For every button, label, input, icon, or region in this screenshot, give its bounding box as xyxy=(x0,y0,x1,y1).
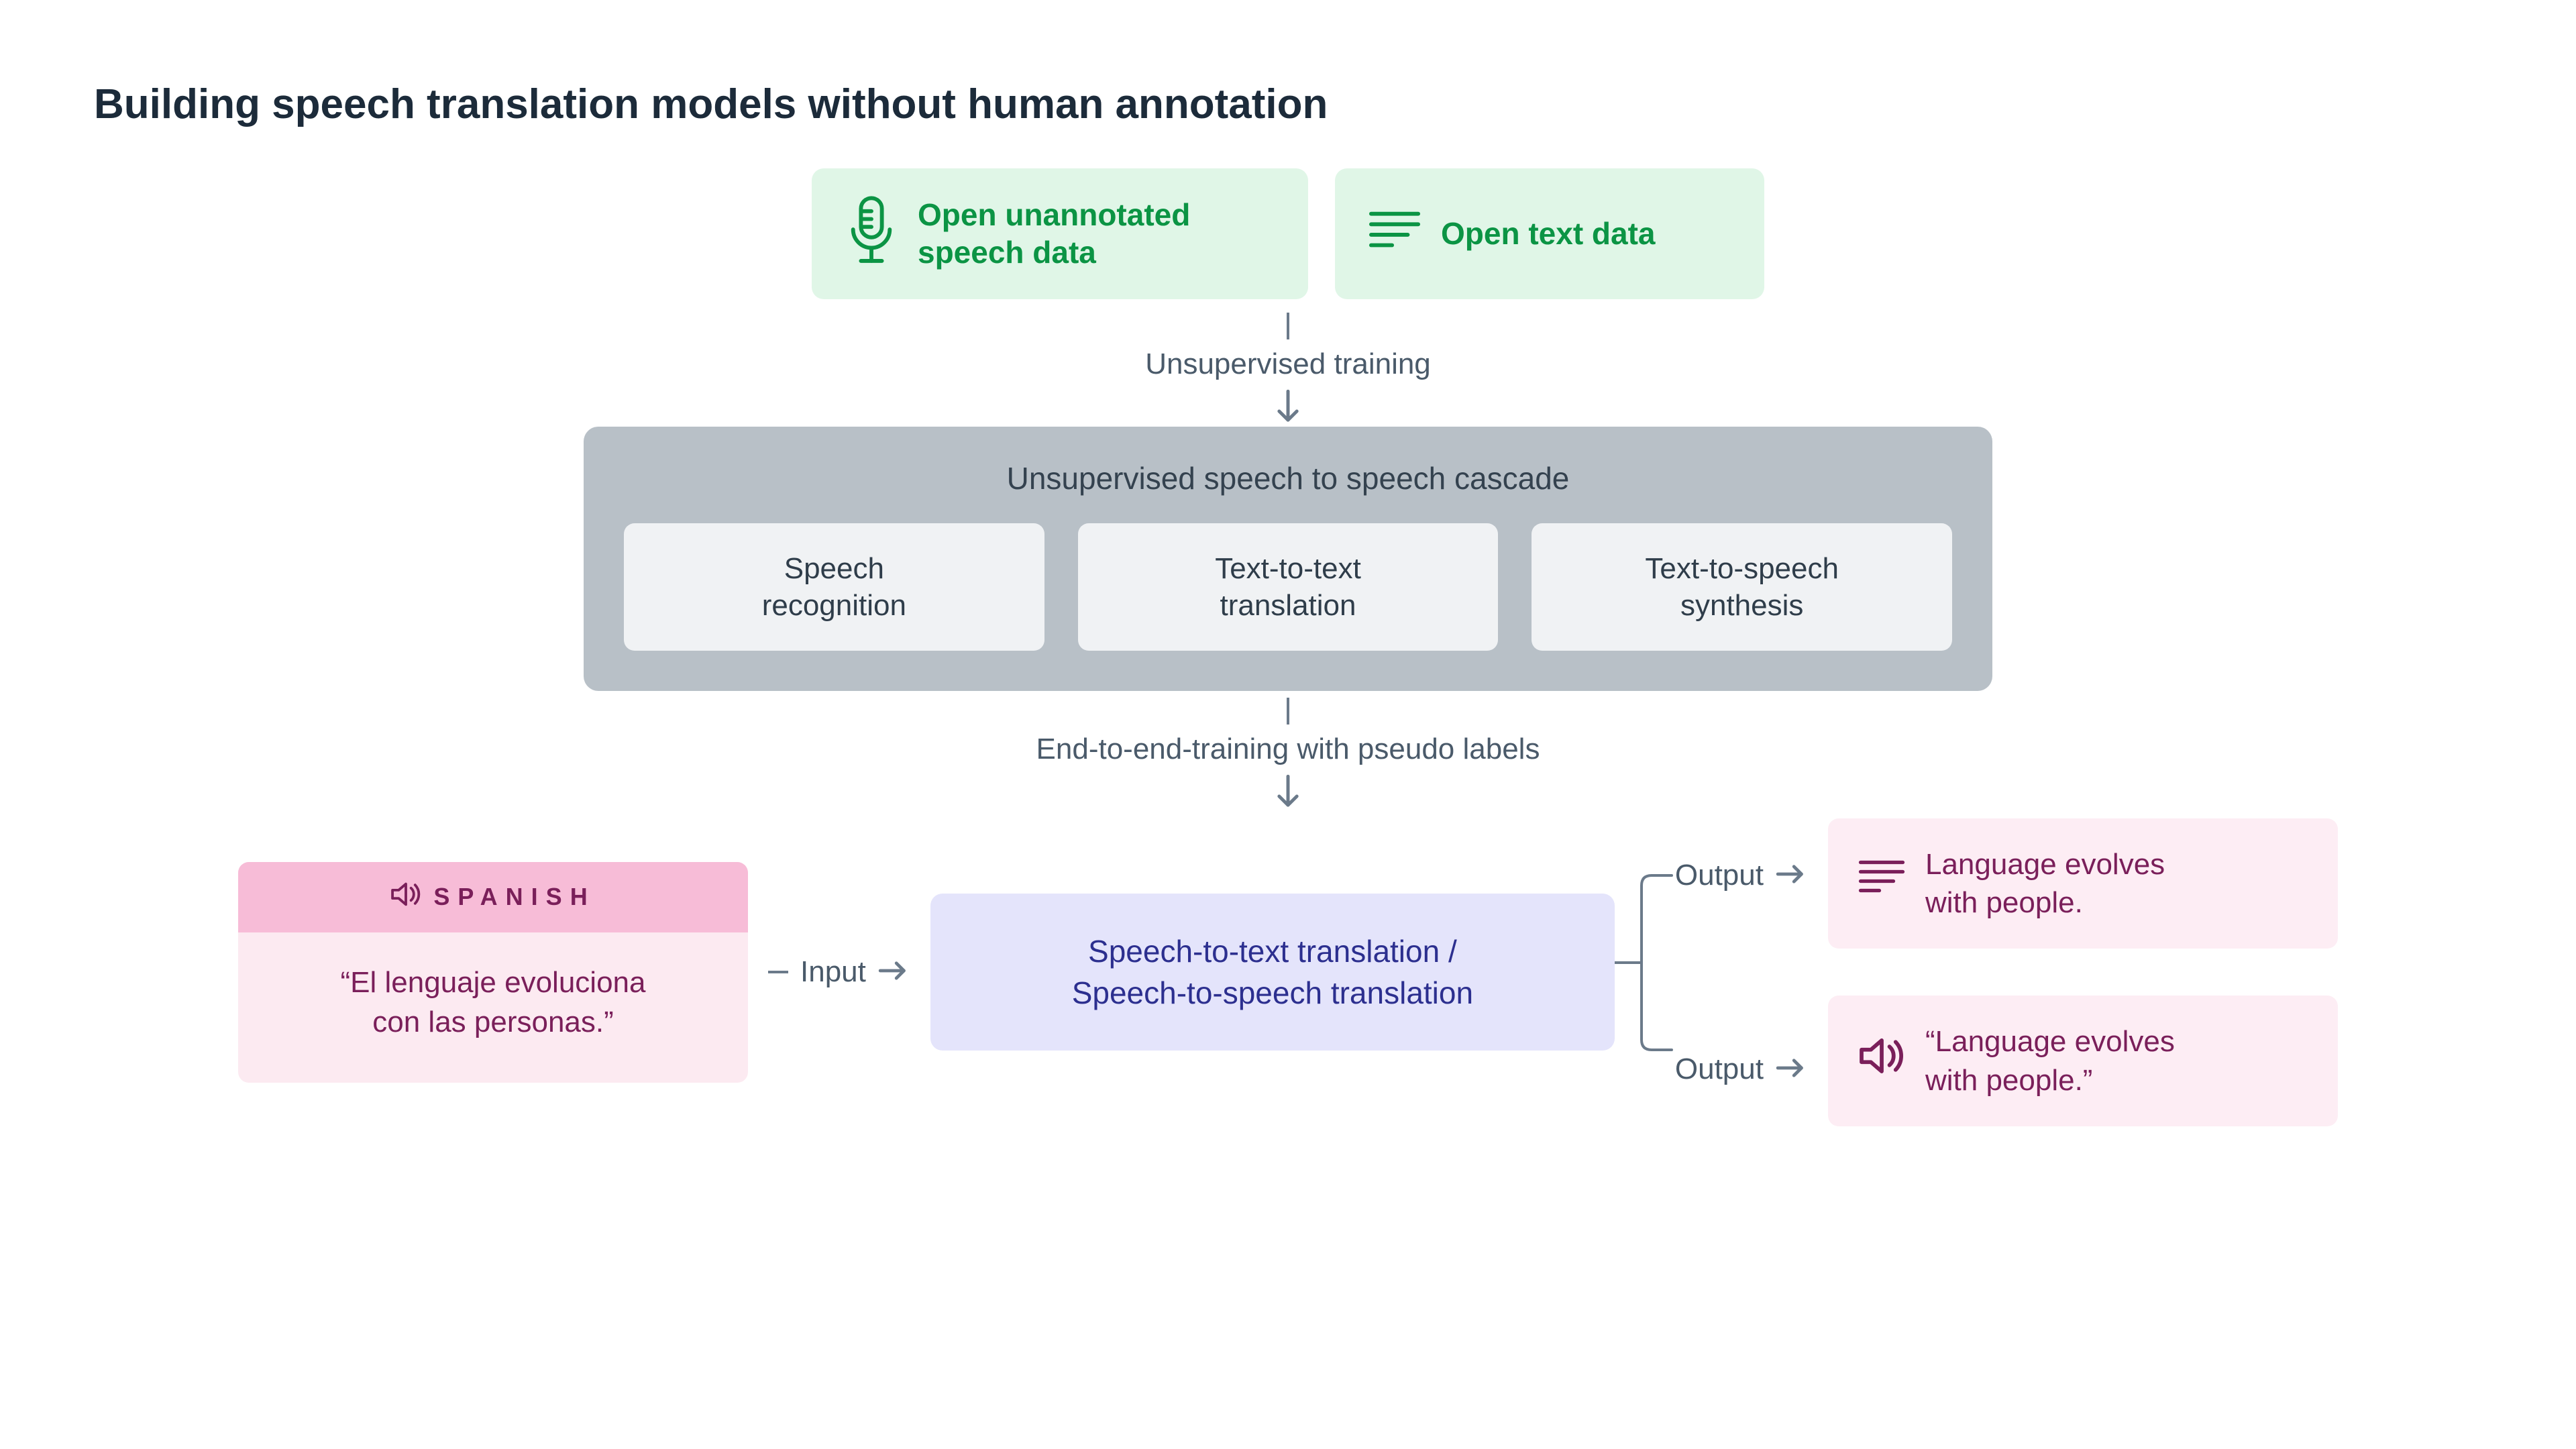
arrow-right-icon xyxy=(878,955,910,989)
flow-1: Unsupervised training xyxy=(94,313,2482,427)
speaker-icon xyxy=(390,881,421,914)
translation-box: Speech-to-text translation / Speech-to-s… xyxy=(930,894,1615,1051)
cascade-item-mt: Text-to-text translation xyxy=(1078,523,1499,651)
output-label-text: Output xyxy=(1675,1053,1764,1086)
flow-line xyxy=(1287,313,1289,339)
cascade-box: Unsupervised speech to speech cascade Sp… xyxy=(584,427,1992,691)
output-speech-text: “Language evolves with people.” xyxy=(1925,1022,2308,1099)
translation-line-2: Speech-to-speech translation xyxy=(964,972,1581,1014)
speaker-icon xyxy=(1858,1036,1905,1085)
arrow-down-icon xyxy=(1275,389,1301,427)
cascade-title: Unsupervised speech to speech cascade xyxy=(624,460,1952,496)
flow-1-label: Unsupervised training xyxy=(1145,347,1431,381)
cascade-row: Speech recognition Text-to-text translat… xyxy=(624,523,1952,651)
input-text: “El lenguaje evoluciona con las personas… xyxy=(238,932,748,1083)
speech-data-box: Open unannotated speech data xyxy=(812,168,1308,299)
connector-dash xyxy=(768,971,788,973)
text-lines-icon xyxy=(1858,858,1905,909)
output-text: Language evolves with people. xyxy=(1925,845,2308,922)
flow-line xyxy=(1287,698,1289,724)
arrow-right-icon xyxy=(1776,859,1808,892)
translation-line-1: Speech-to-text translation / xyxy=(964,930,1581,972)
output-text-card: Language evolves with people. xyxy=(1828,818,2338,949)
output-labels: Output Output xyxy=(1675,818,1808,1126)
text-data-box: Open text data xyxy=(1335,168,1764,299)
text-data-label: Open text data xyxy=(1441,215,1656,252)
output-label-text: Output xyxy=(1675,859,1764,892)
input-connector-label: Input xyxy=(800,955,866,989)
diagram-container: Open unannotated speech data Open text d… xyxy=(94,168,2482,1126)
arrow-right-icon xyxy=(1776,1053,1808,1086)
input-header: SPANISH xyxy=(238,862,748,932)
cascade-item-tts: Text-to-speech synthesis xyxy=(1532,523,1952,651)
flow-2: End-to-end-training with pseudo labels xyxy=(94,698,2482,812)
output-label-1: Output xyxy=(1675,859,1808,892)
page-title: Building speech translation models witho… xyxy=(94,80,2482,128)
microphone-icon xyxy=(845,195,898,272)
speech-data-label: Open unannotated speech data xyxy=(918,197,1190,270)
output-speech-card: “Language evolves with people.” xyxy=(1828,996,2338,1126)
arrow-down-icon xyxy=(1275,774,1301,812)
flow-2-label: End-to-end-training with pseudo labels xyxy=(1036,733,1540,766)
bottom-row: SPANISH “El lenguaje evoluciona con las … xyxy=(94,818,2482,1126)
output-fork xyxy=(1615,818,1675,1126)
output-column: Language evolves with people. “Language … xyxy=(1828,818,2338,1126)
top-row: Open unannotated speech data Open text d… xyxy=(94,168,2482,299)
input-lang-label: SPANISH xyxy=(433,883,595,911)
text-lines-icon xyxy=(1368,209,1421,259)
output-label-2: Output xyxy=(1675,1053,1808,1086)
input-connector: Input xyxy=(768,955,910,989)
cascade-item-asr: Speech recognition xyxy=(624,523,1044,651)
input-card: SPANISH “El lenguaje evoluciona con las … xyxy=(238,862,748,1083)
